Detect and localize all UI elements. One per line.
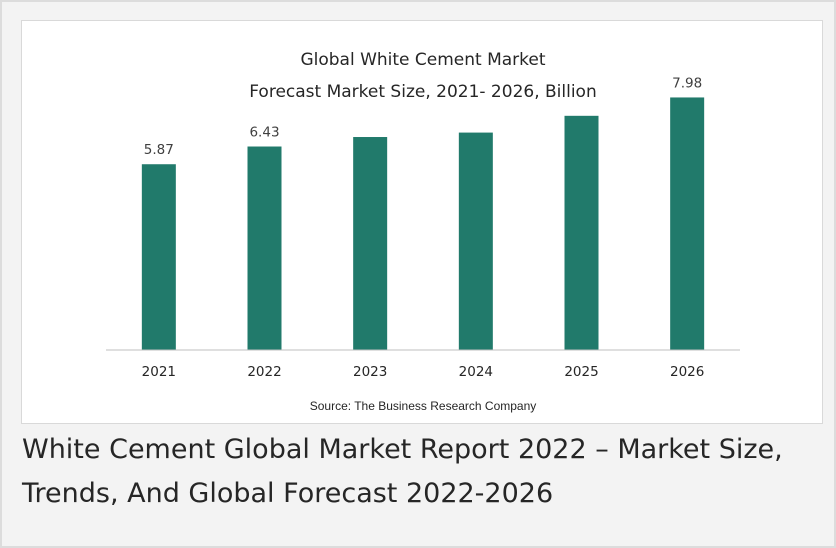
bar-2024	[458, 132, 493, 350]
x-tick-label-2021: 2021	[142, 364, 176, 380]
bar-2026	[670, 97, 705, 350]
report-caption: White Cement Global Market Report 2022 –…	[22, 434, 783, 509]
bar-2021	[141, 164, 176, 350]
chart-title-line-2: Forecast Market Size, 2021- 2026, Billio…	[249, 82, 597, 102]
data-label-2022: 6.43	[249, 125, 279, 141]
x-tick-label-2022: 2022	[247, 364, 281, 380]
bar-group	[141, 97, 705, 350]
bar-2023	[353, 137, 388, 350]
x-tick-label-2025: 2025	[564, 364, 598, 380]
chart-title-line-1: Global White Cement Market	[300, 50, 545, 70]
chart-panel: Global White Cement Market Forecast Mark…	[21, 20, 823, 424]
source-note: Source: The Business Research Company	[310, 399, 537, 413]
data-label-2026: 7.98	[672, 75, 702, 91]
x-tick-label-2024: 2024	[459, 364, 493, 380]
bar-2025	[564, 115, 599, 350]
bar-2022	[247, 146, 282, 350]
x-tick-label-2026: 2026	[670, 364, 704, 380]
x-tick-label-2023: 2023	[353, 364, 387, 380]
data-label-group: 5.87 6.43 7.98	[144, 75, 702, 158]
bar-chart: Global White Cement Market Forecast Mark…	[106, 50, 740, 413]
data-label-2021: 5.87	[144, 142, 174, 158]
x-tick-group: 2021 2022 2023 2024 2025 2026	[142, 364, 705, 380]
